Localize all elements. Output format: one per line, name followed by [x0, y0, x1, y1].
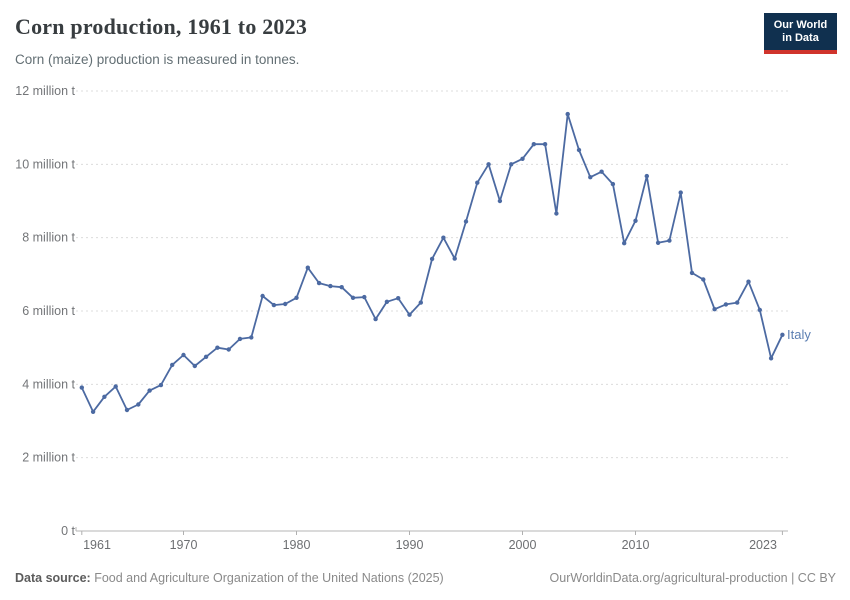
data-point-1983[interactable]	[328, 283, 333, 289]
series-end-label[interactable]: Italy	[787, 327, 811, 342]
data-point-1992[interactable]	[429, 256, 435, 262]
data-point-2013[interactable]	[667, 238, 672, 243]
data-point-1974[interactable]	[226, 347, 231, 352]
data-point-2023[interactable]	[780, 332, 785, 337]
data-point-2017[interactable]	[712, 307, 717, 312]
data-point-1991[interactable]	[418, 300, 423, 305]
y-axis-tick-label: 6 million t	[22, 304, 75, 318]
data-point-2003[interactable]	[554, 211, 559, 216]
data-point-2009[interactable]	[622, 241, 627, 246]
data-point-2015[interactable]	[689, 270, 695, 276]
owid-logo-line1: Our World	[773, 19, 828, 31]
data-point-1987[interactable]	[373, 316, 378, 322]
y-axis-tick-label: 4 million t	[22, 377, 75, 391]
data-point-2008[interactable]	[610, 181, 616, 187]
data-point-1969[interactable]	[170, 362, 175, 368]
data-point-1963[interactable]	[102, 394, 107, 399]
data-point-2022[interactable]	[768, 356, 774, 361]
data-point-1984[interactable]	[339, 285, 344, 290]
data-point-1982[interactable]	[316, 280, 322, 286]
data-source-label: Data source:	[15, 571, 91, 585]
data-point-2020[interactable]	[746, 279, 751, 284]
data-point-1989[interactable]	[396, 296, 401, 301]
data-point-1977[interactable]	[260, 293, 265, 299]
data-point-1986[interactable]	[362, 294, 367, 300]
data-point-1997[interactable]	[486, 162, 491, 167]
data-point-1996[interactable]	[475, 180, 480, 185]
y-axis-tick-label: 10 million t	[15, 157, 75, 171]
y-axis-tick-label: 0 t	[61, 524, 75, 538]
data-point-2021[interactable]	[757, 307, 762, 313]
data-point-1967[interactable]	[147, 388, 152, 393]
data-point-2016[interactable]	[701, 277, 706, 282]
data-point-1973[interactable]	[215, 345, 220, 350]
data-point-2012[interactable]	[655, 240, 661, 245]
data-point-1975[interactable]	[237, 336, 243, 342]
data-point-1985[interactable]	[350, 295, 356, 300]
data-point-1999[interactable]	[509, 162, 514, 167]
data-point-1968[interactable]	[158, 382, 164, 388]
data-point-1962[interactable]	[90, 409, 96, 414]
chart-subtitle: Corn (maize) production is measured in t…	[15, 52, 300, 67]
data-point-1993[interactable]	[441, 235, 446, 240]
data-point-2001[interactable]	[531, 142, 536, 147]
data-point-1966[interactable]	[136, 402, 141, 407]
line-chart: 0 t 2 million t 4 million t 6 million t 8 mi…	[15, 85, 811, 552]
data-point-1981[interactable]	[305, 265, 310, 270]
data-point-2006[interactable]	[588, 175, 593, 180]
credit-license-note: OurWorldinData.org/agricultural-producti…	[549, 571, 836, 585]
data-point-2002[interactable]	[542, 142, 548, 147]
data-point-2011[interactable]	[644, 173, 649, 179]
x-axis-tick-label: 2023	[749, 538, 777, 552]
data-point-1972[interactable]	[203, 354, 209, 359]
data-source-text: Food and Agriculture Organization of the…	[90, 571, 444, 585]
x-axis-tick-label: 2010	[622, 538, 650, 552]
data-point-1980[interactable]	[294, 295, 299, 300]
y-axis-tick-label: 12 million t	[15, 85, 75, 98]
data-point-1971[interactable]	[192, 363, 197, 369]
data-point-2018[interactable]	[723, 302, 729, 307]
data-point-1970[interactable]	[181, 352, 186, 358]
data-point-2000[interactable]	[520, 156, 525, 161]
data-point-1976[interactable]	[249, 335, 254, 340]
series-line-italy[interactable]	[80, 113, 784, 413]
x-axis-tick-label: 1990	[396, 538, 424, 552]
y-axis-tick-label: 8 million t	[22, 231, 75, 245]
data-point-1994[interactable]	[452, 256, 457, 261]
data-point-2005[interactable]	[576, 147, 582, 153]
data-point-2010[interactable]	[633, 218, 638, 223]
data-point-2019[interactable]	[735, 300, 740, 305]
data-point-1995[interactable]	[463, 219, 469, 224]
owid-logo: Our World in Data	[764, 13, 837, 54]
data-point-1979[interactable]	[283, 301, 288, 307]
data-point-2014[interactable]	[678, 190, 683, 195]
x-axis-tick-label: 1961	[83, 538, 111, 552]
data-point-1998[interactable]	[497, 198, 503, 204]
chart-title: Corn production, 1961 to 2023	[15, 14, 308, 39]
data-point-2007[interactable]	[599, 169, 604, 174]
x-axis-tick-label: 1970	[170, 538, 198, 552]
data-source-note: Data source: Food and Agriculture Organi…	[15, 571, 444, 585]
data-point-1978[interactable]	[271, 302, 277, 308]
data-point-2004[interactable]	[565, 111, 570, 117]
data-point-1965[interactable]	[124, 407, 130, 413]
data-point-1990[interactable]	[407, 312, 412, 317]
data-point-1988[interactable]	[384, 299, 390, 304]
y-axis-tick-label: 2 million t	[22, 451, 75, 465]
x-axis-tick-label: 2000	[509, 538, 537, 552]
x-axis-tick-label: 1980	[283, 538, 311, 552]
data-point-1961[interactable]	[79, 385, 85, 390]
data-point-1964[interactable]	[113, 384, 118, 389]
owid-logo-line2: in Data	[782, 32, 819, 44]
